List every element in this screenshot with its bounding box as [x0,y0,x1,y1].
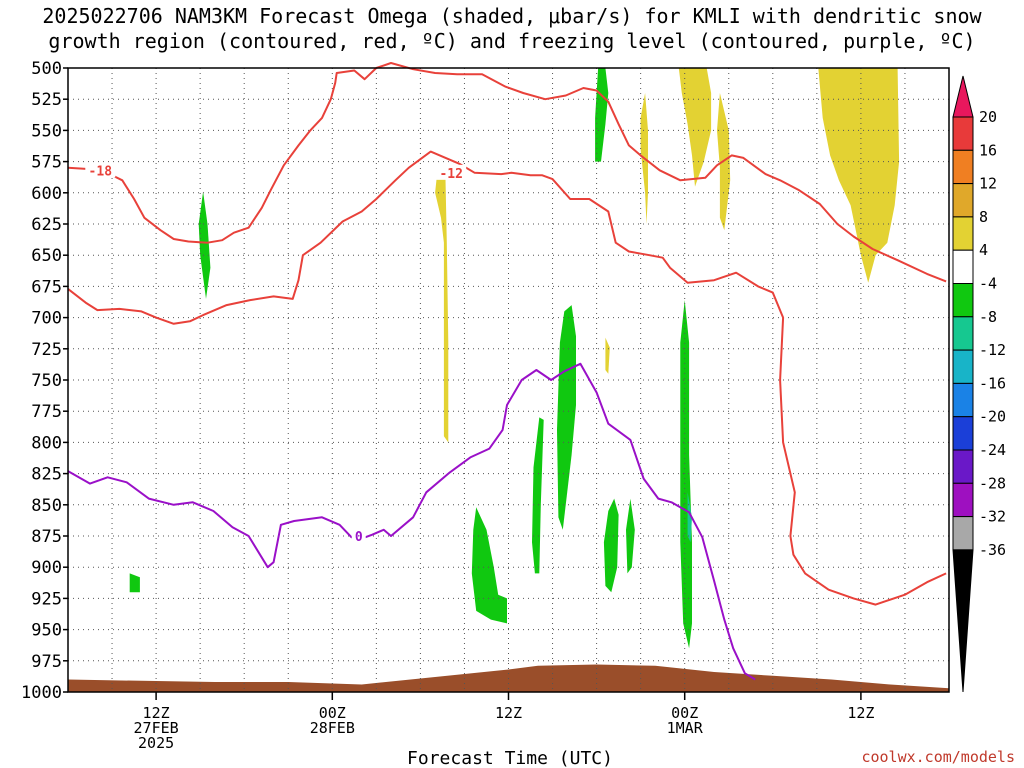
colorbar-swatch [952,283,974,318]
colorbar-label: -20 [979,408,1006,426]
x-tick-label: 27FEB [134,719,179,737]
y-tick-label: 875 [31,527,62,547]
omega-region-4 [532,417,544,574]
grid-layer [68,68,949,692]
omega-region-5 [557,305,576,530]
colorbar-label: 20 [979,108,997,126]
omega-region-7 [626,498,635,574]
colorbar-swatch [952,349,974,384]
colorbar-top-arrow [952,75,974,118]
colorbar-label: -24 [979,441,1006,459]
y-tick-label: 600 [31,184,62,204]
x-tick-label: 1MAR [667,719,704,737]
x-tick-label: 28FEB [310,719,355,737]
y-tick-label: 675 [31,277,62,297]
credit-text: coolwx.com/models [861,748,1015,766]
y-tick-label: 550 [31,121,62,141]
colorbar-swatch [952,516,974,551]
y-tick-label: 800 [31,433,62,453]
colorbar-label: 12 [979,175,997,193]
y-tick-label: 850 [31,496,62,516]
omega-region-10 [605,337,610,374]
colorbar-swatch [952,416,974,451]
x-axis-label: Forecast Time (UTC) [407,748,613,768]
colorbar-swatch [952,449,974,484]
y-tick-label: 1000 [21,683,62,703]
colorbar-swatch [952,316,974,351]
y-tick-label: 825 [31,465,62,485]
x-tick-label: 00Z [319,704,346,722]
chart-title-line2: growth region (contoured, red, ºC) and f… [48,29,975,53]
colorbar-label: -28 [979,474,1006,492]
y-tick-label: 775 [31,402,62,422]
colorbar-label: -36 [979,541,1006,559]
y-tick-label: 625 [31,215,62,235]
colorbar-swatch [952,482,974,518]
colorbar-swatch [952,249,974,284]
colorbar-label: -4 [979,275,997,293]
x-tick-label: 2025 [138,734,174,752]
colorbar-label: -32 [979,508,1006,526]
y-tick-label: 575 [31,153,62,173]
y-tick-label: 725 [31,340,62,360]
x-tick-label: 12Z [847,704,874,722]
colorbar-swatch [952,382,974,418]
x-tick-label: 12Z [495,704,522,722]
omega-region-15 [818,68,900,283]
colorbar-label: 4 [979,241,988,259]
contour-label: -18 [89,164,113,179]
colorbar-swatch [952,183,974,218]
y-tick-label: 750 [31,371,62,391]
contour-label-bg [85,162,116,178]
colorbar-label: -12 [979,341,1006,359]
x-tick-label: 00Z [671,704,698,722]
omega-region-6 [603,498,619,593]
y-tick-label: 525 [31,90,62,110]
omega-region-1 [129,573,140,593]
y-tick-label: 925 [31,589,62,609]
omega-region-0 [198,191,211,299]
colorbar-swatch [952,149,974,185]
contour-label-bg [436,164,467,180]
contour-line [67,62,947,283]
omega-region-11 [435,165,449,443]
y-tick-label: 975 [31,652,62,672]
contour-label-bg [351,528,366,543]
colorbar-bottom-arrow [952,549,974,693]
contour-line [67,150,947,606]
x-tick-label: 12Z [143,704,170,722]
contour-layer: -18 -12 0 [67,62,947,681]
colorbar-swatch [952,116,974,151]
omega-region-2 [595,68,609,162]
colorbar-label: 16 [979,141,997,159]
contour-label: -12 [439,167,462,182]
colorbar-swatch [952,216,974,251]
contour-label: 0 [355,530,363,545]
contour-line [67,362,756,681]
colorbar-label: 8 [979,208,988,226]
y-tick-label: 700 [31,309,62,329]
colorbar-label: -16 [979,374,1006,392]
y-tick-label: 500 [31,59,62,79]
colorbar: 20 16 12 8 4 -4 -8 -12 -16 -20 -24 -28 -32 -36 [952,75,1006,693]
omega-region-3 [471,507,507,624]
chart-title-line1: 2025022706 NAM3KM Forecast Omega (shaded… [42,4,982,28]
colorbar-label: -8 [979,308,997,326]
y-axis-ticks: 500 525 550 575 600 625 650 675 700 725 750 775 800 8… [21,59,68,703]
omega-shading-layer [129,68,900,649]
omega-region-8 [680,300,692,649]
omega-region-13 [678,68,712,187]
y-tick-label: 900 [31,558,62,578]
y-tick-label: 650 [31,246,62,266]
y-tick-label: 950 [31,621,62,641]
